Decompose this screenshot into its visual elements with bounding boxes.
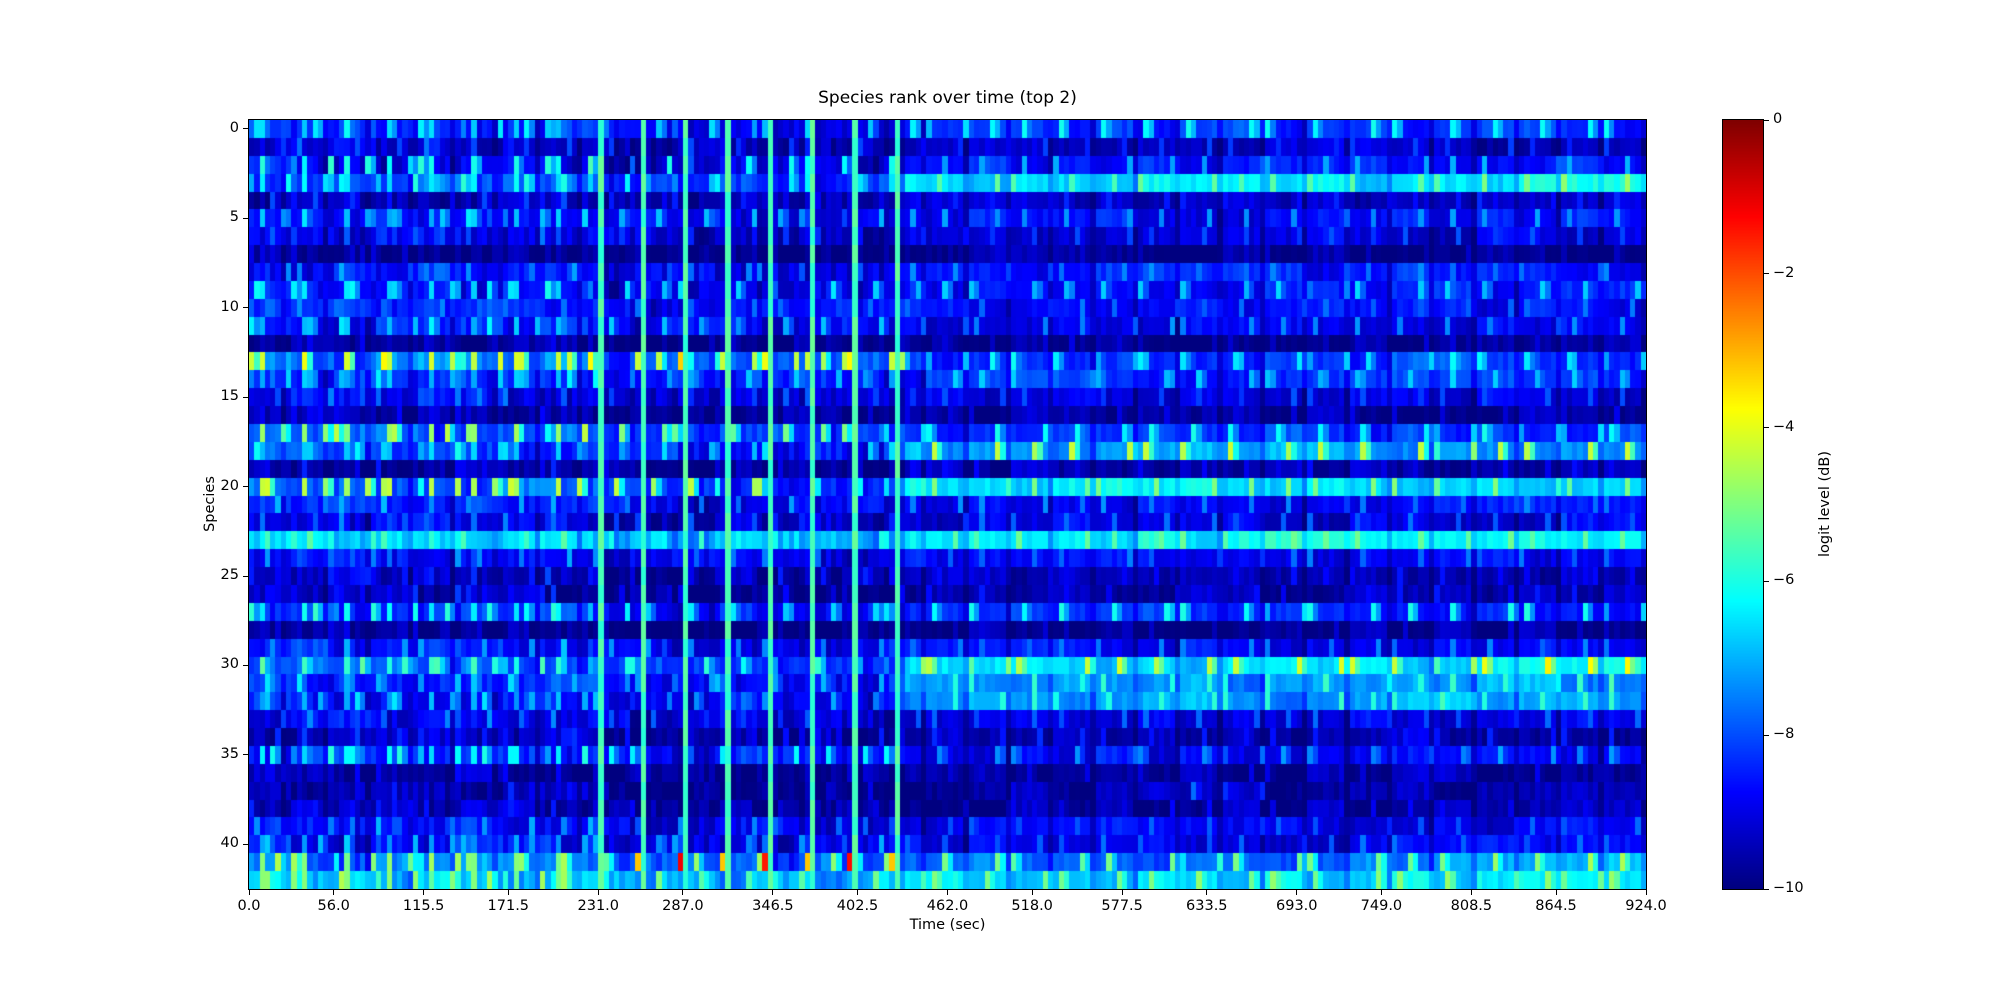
y-tick-label: 35 xyxy=(220,745,239,762)
colorbar xyxy=(1722,119,1764,890)
heatmap-plot-area xyxy=(248,119,1647,890)
y-axis-label: Species xyxy=(202,476,218,532)
colorbar-label: logit level (dB) xyxy=(1817,451,1833,557)
x-tick-label: 56.0 xyxy=(317,898,350,914)
x-tick-label: 749.0 xyxy=(1360,898,1403,914)
x-tick-mark xyxy=(507,890,509,895)
colorbar-tick-mark xyxy=(1764,580,1769,582)
x-tick-label: 577.5 xyxy=(1101,898,1143,914)
colorbar-tick-label: −2 xyxy=(1773,264,1795,281)
x-tick-mark xyxy=(1206,890,1208,895)
x-tick-label: 402.5 xyxy=(836,898,879,914)
colorbar-tick-label: −6 xyxy=(1773,572,1795,589)
y-tick-mark xyxy=(243,128,248,130)
x-tick-mark xyxy=(248,890,250,895)
x-tick-mark xyxy=(772,890,774,895)
x-tick-mark xyxy=(1470,890,1472,895)
y-tick-mark xyxy=(243,307,248,309)
colorbar-tick-label: 0 xyxy=(1773,111,1783,127)
x-tick-label: 808.5 xyxy=(1450,898,1493,914)
x-tick-label: 462.0 xyxy=(926,898,969,914)
y-tick-mark xyxy=(243,664,248,666)
y-tick-label: 25 xyxy=(220,567,239,584)
y-tick-label: 20 xyxy=(220,477,239,494)
colorbar-tick-mark xyxy=(1764,119,1769,121)
x-tick-mark xyxy=(423,890,425,895)
x-tick-label: 346.5 xyxy=(752,898,794,914)
x-tick-mark xyxy=(1645,890,1647,895)
x-tick-mark xyxy=(333,890,335,895)
y-tick-mark xyxy=(243,396,248,398)
colorbar-tick-label: −8 xyxy=(1773,726,1795,743)
y-tick-label: 5 xyxy=(229,209,239,226)
x-tick-mark xyxy=(1296,890,1298,895)
x-tick-mark xyxy=(947,890,948,895)
x-tick-label: 231.0 xyxy=(577,898,620,914)
x-axis-label: Time (sec) xyxy=(909,917,986,933)
x-tick-label: 693.0 xyxy=(1275,898,1318,914)
heatmap-canvas xyxy=(249,120,1646,889)
colorbar-tick-label: −10 xyxy=(1773,880,1804,896)
y-tick-mark xyxy=(243,754,248,756)
x-tick-label: 287.0 xyxy=(662,898,704,914)
x-tick-mark xyxy=(597,890,599,895)
y-tick-label: 40 xyxy=(220,835,239,852)
y-tick-mark xyxy=(243,843,248,845)
chart-title: Species rank over time (top 2) xyxy=(818,88,1077,108)
x-tick-mark xyxy=(1031,890,1033,895)
x-tick-mark xyxy=(1555,890,1557,895)
y-tick-label: 30 xyxy=(220,656,239,673)
x-tick-label: 633.5 xyxy=(1186,898,1228,914)
x-tick-label: 171.5 xyxy=(487,898,530,914)
x-tick-mark xyxy=(1380,890,1382,895)
colorbar-tick-mark xyxy=(1764,888,1769,890)
y-tick-mark xyxy=(243,217,248,219)
x-tick-label: 864.5 xyxy=(1535,898,1577,914)
y-tick-label: 0 xyxy=(229,119,239,136)
colorbar-canvas xyxy=(1723,120,1763,889)
colorbar-tick-label: −4 xyxy=(1773,418,1795,435)
colorbar-tick-mark xyxy=(1764,427,1769,429)
y-tick-label: 15 xyxy=(220,388,239,405)
y-tick-mark xyxy=(243,575,248,577)
colorbar-tick-mark xyxy=(1764,273,1769,275)
x-tick-label: 0.0 xyxy=(237,898,261,914)
x-tick-mark xyxy=(682,890,684,895)
x-tick-mark xyxy=(857,890,859,895)
x-tick-mark xyxy=(1121,890,1123,895)
colorbar-tick-mark xyxy=(1764,734,1769,736)
x-tick-label: 518.0 xyxy=(1011,898,1053,914)
x-tick-label: 115.5 xyxy=(402,898,445,914)
y-tick-mark xyxy=(243,486,248,488)
x-tick-label: 924.0 xyxy=(1625,898,1667,914)
y-tick-label: 10 xyxy=(220,298,239,315)
